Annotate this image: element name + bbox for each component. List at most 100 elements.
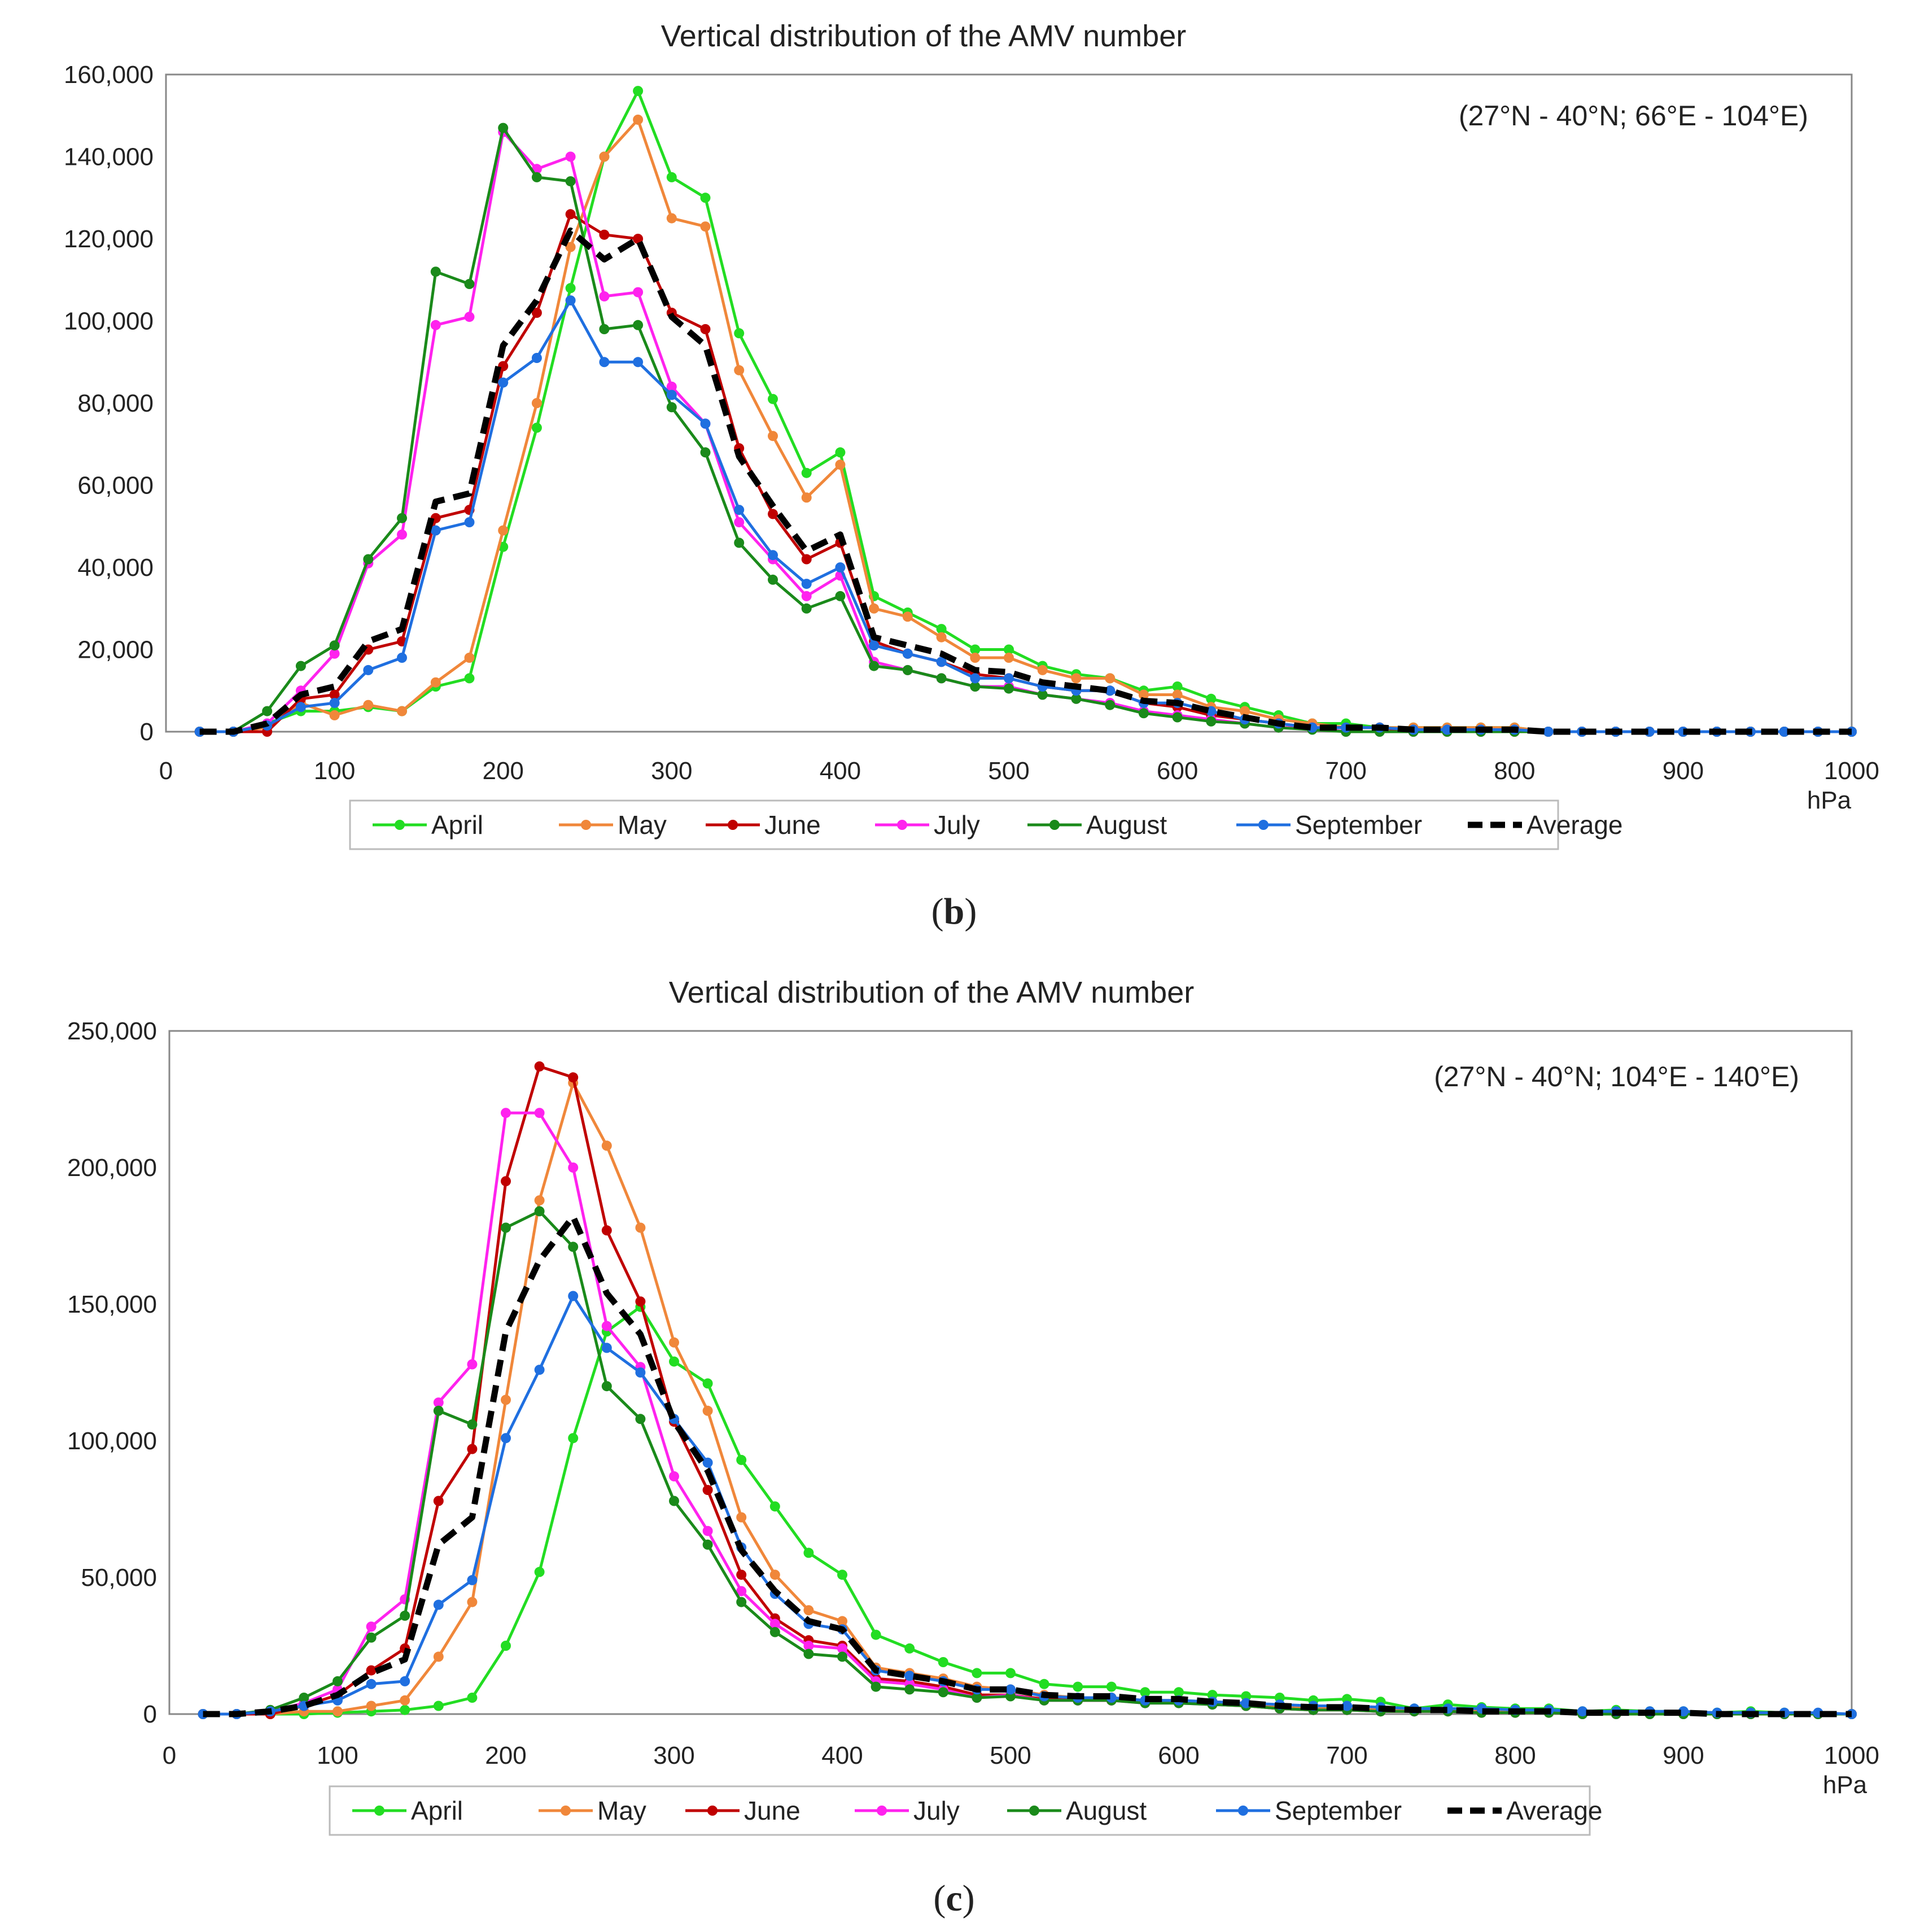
data-point xyxy=(736,1597,747,1607)
legend-label: June xyxy=(764,810,821,840)
data-point xyxy=(1073,1681,1083,1692)
data-point xyxy=(433,1651,444,1662)
x-tick-label: 1000 xyxy=(1824,757,1879,785)
series-average xyxy=(203,1213,1852,1717)
legend-item-june: June xyxy=(685,1796,801,1825)
data-point xyxy=(400,1704,410,1715)
data-point xyxy=(1004,683,1014,694)
data-point xyxy=(736,1454,747,1465)
data-point xyxy=(467,1419,478,1430)
data-point xyxy=(397,706,407,716)
data-point xyxy=(1037,689,1048,700)
data-point xyxy=(366,1701,377,1711)
chart-title: Vertical distribution of the AMV number xyxy=(669,976,1194,1009)
data-point xyxy=(329,648,340,659)
data-point xyxy=(702,1526,713,1536)
data-point xyxy=(700,324,711,334)
data-point xyxy=(498,525,509,536)
data-point xyxy=(262,706,273,716)
data-point xyxy=(666,172,677,182)
data-point xyxy=(1138,689,1149,700)
data-point xyxy=(467,1444,478,1454)
panel-label-b: (b) xyxy=(931,891,977,932)
data-point xyxy=(837,1643,847,1654)
x-tick-label: 0 xyxy=(163,1742,176,1769)
data-point xyxy=(669,1496,679,1506)
legend-item-average: Average xyxy=(1447,1796,1603,1825)
data-point xyxy=(534,1061,545,1072)
data-point xyxy=(938,1657,948,1667)
data-point xyxy=(397,529,407,540)
data-point xyxy=(366,1679,377,1689)
data-point xyxy=(1106,1681,1117,1692)
data-point xyxy=(430,525,441,536)
data-point xyxy=(666,402,677,413)
data-point xyxy=(534,1365,545,1375)
y-tick-label: 80,000 xyxy=(77,390,154,417)
data-point xyxy=(568,1433,579,1444)
y-tick-label: 150,000 xyxy=(67,1291,157,1318)
data-point xyxy=(363,554,374,565)
data-point xyxy=(363,700,374,710)
legend-item-july: July xyxy=(875,810,980,840)
data-point xyxy=(835,460,846,470)
data-point xyxy=(700,447,711,458)
data-point xyxy=(734,365,745,375)
data-point xyxy=(1342,1701,1352,1711)
data-point xyxy=(565,295,576,306)
data-point xyxy=(601,1381,612,1392)
data-point xyxy=(801,591,812,601)
data-point xyxy=(769,1619,780,1629)
legend-marker xyxy=(1049,820,1060,830)
legend-marker xyxy=(1258,820,1269,830)
y-tick-label: 0 xyxy=(140,718,154,746)
data-point xyxy=(702,1405,713,1416)
data-point xyxy=(768,550,778,561)
data-point xyxy=(837,1651,847,1662)
legend-label: April xyxy=(411,1796,463,1825)
data-point xyxy=(835,562,846,572)
data-point xyxy=(433,1599,444,1610)
legend-item-august: August xyxy=(1027,810,1167,840)
y-axis: 0 50,000 100,000 150,000 200,000 250,000 xyxy=(67,1017,157,1728)
data-point xyxy=(534,1195,545,1206)
data-point xyxy=(464,312,475,322)
data-point xyxy=(869,661,880,671)
data-point xyxy=(700,418,711,429)
x-tick-label: 200 xyxy=(485,1742,526,1769)
x-tick-label: 900 xyxy=(1663,1742,1704,1769)
data-point xyxy=(501,1433,511,1444)
data-point xyxy=(768,509,778,519)
x-tick-label: 0 xyxy=(159,757,173,785)
data-point xyxy=(768,574,778,585)
data-point xyxy=(904,1684,915,1695)
data-point xyxy=(837,1570,847,1580)
data-point xyxy=(464,653,475,663)
data-point xyxy=(498,377,509,388)
y-tick-label: 40,000 xyxy=(77,554,154,582)
data-point xyxy=(904,1643,915,1654)
data-point xyxy=(1105,685,1116,696)
data-point xyxy=(835,447,846,458)
x-axis-unit: hPa xyxy=(1823,1771,1867,1799)
y-tick-label: 60,000 xyxy=(77,472,154,500)
x-tick-label: 100 xyxy=(314,757,355,785)
data-point xyxy=(700,193,711,203)
data-point xyxy=(803,1548,814,1558)
data-point xyxy=(1206,693,1217,704)
x-tick-label: 300 xyxy=(651,757,692,785)
data-point xyxy=(329,698,340,709)
data-point xyxy=(599,229,610,240)
data-point xyxy=(869,603,880,614)
data-point xyxy=(568,1072,579,1083)
data-point xyxy=(601,1321,612,1331)
chart-panel-c: Vertical distribution of the AMV number … xyxy=(67,976,1879,1919)
chart-panel-b: Vertical distribution of the AMV number … xyxy=(64,19,1879,932)
data-point xyxy=(568,1162,579,1173)
data-point xyxy=(333,1706,343,1717)
data-point xyxy=(902,611,913,622)
data-point xyxy=(565,151,576,162)
legend-marker xyxy=(395,820,405,830)
data-point xyxy=(565,242,576,252)
